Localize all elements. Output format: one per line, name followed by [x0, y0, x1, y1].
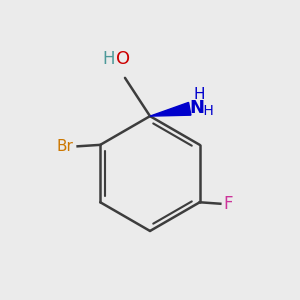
Text: H: H	[194, 87, 205, 102]
Text: H: H	[103, 50, 115, 68]
Polygon shape	[150, 102, 191, 116]
Text: ·H: ·H	[199, 104, 214, 118]
Text: N: N	[190, 99, 205, 117]
Text: Br: Br	[56, 139, 74, 154]
Text: O: O	[116, 50, 130, 68]
Text: F: F	[224, 195, 233, 213]
